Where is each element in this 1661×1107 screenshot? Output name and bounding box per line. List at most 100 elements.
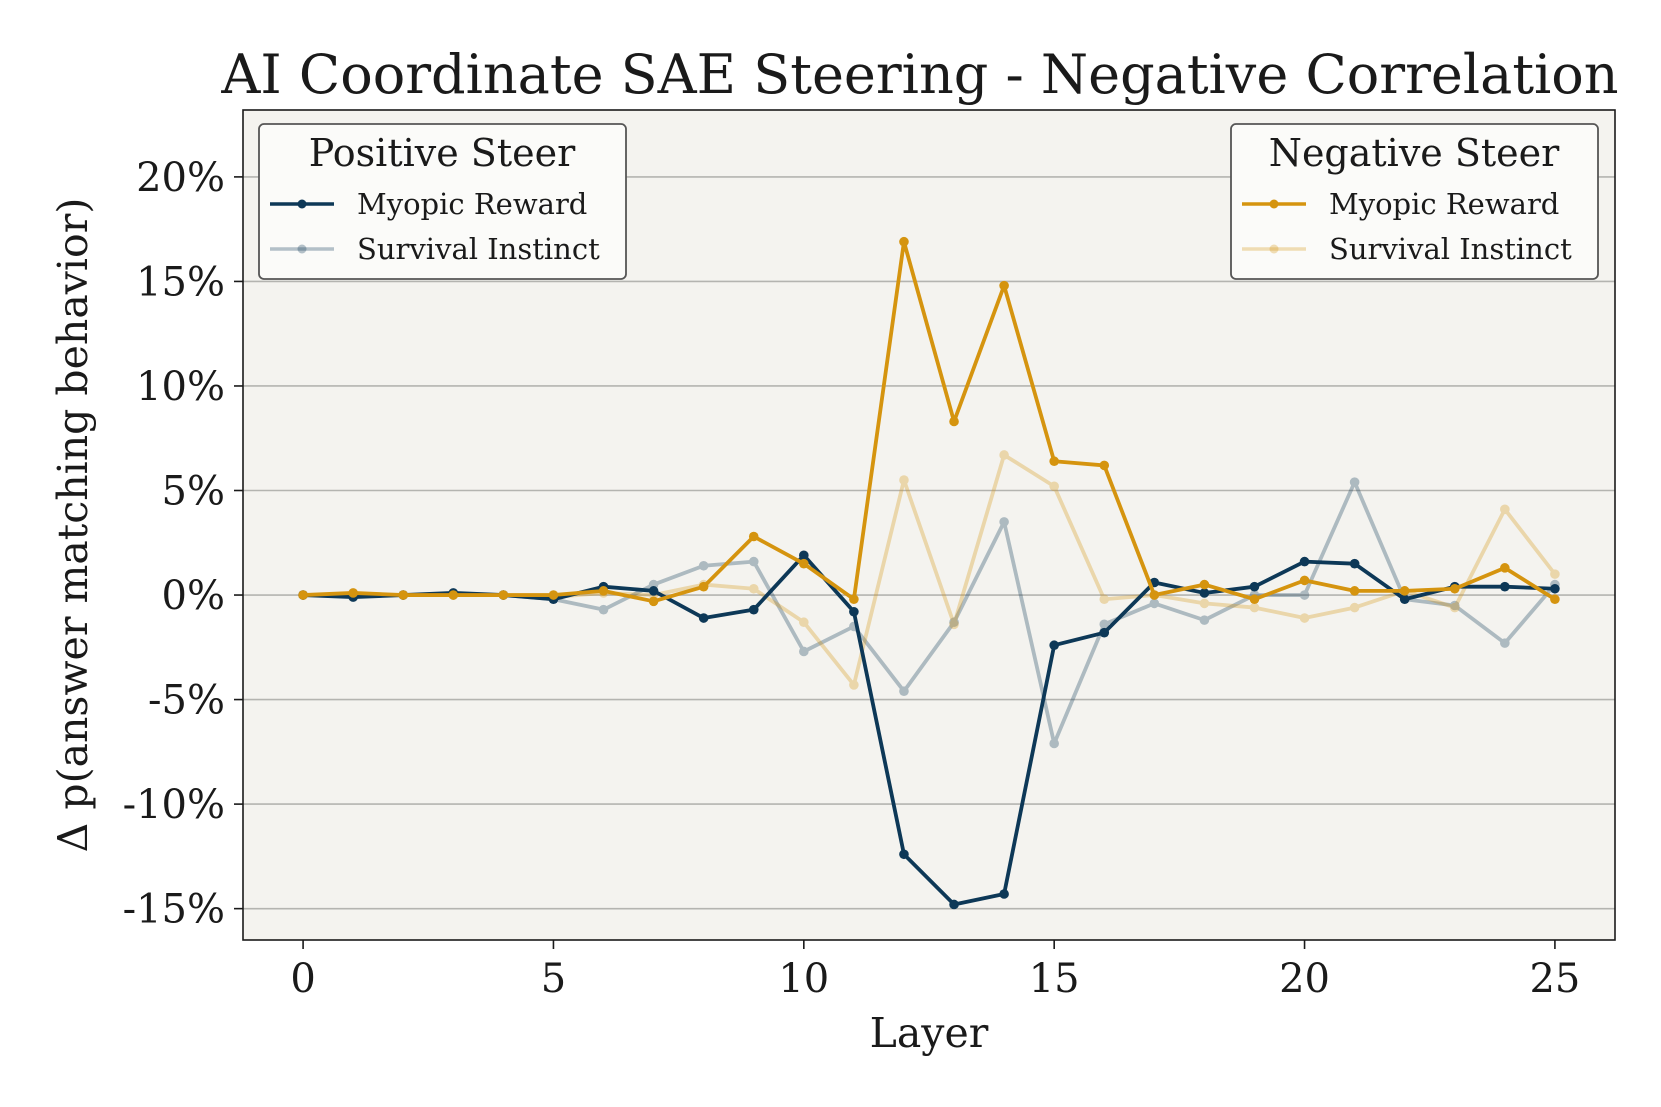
data-point bbox=[1500, 504, 1510, 515]
data-point bbox=[598, 604, 609, 615]
data-point bbox=[1299, 613, 1310, 623]
data-point bbox=[1149, 598, 1160, 609]
legend-title: Negative Steer bbox=[1269, 131, 1560, 175]
data-point bbox=[1249, 594, 1260, 605]
data-point bbox=[1249, 602, 1260, 613]
legend-negative-steer: Negative Steer Myopic Reward Survival In… bbox=[1230, 123, 1599, 280]
x-tick-label: 10 bbox=[778, 956, 829, 1002]
data-point bbox=[348, 588, 358, 598]
data-point bbox=[1349, 558, 1360, 569]
data-point bbox=[1049, 456, 1059, 467]
x-tick-label: 15 bbox=[1029, 956, 1080, 1002]
data-point bbox=[1099, 460, 1110, 471]
x-tick-label: 20 bbox=[1279, 956, 1330, 1002]
data-point bbox=[999, 450, 1009, 460]
legend-swatch-marker bbox=[297, 244, 307, 254]
data-point bbox=[949, 899, 959, 910]
data-point bbox=[1049, 481, 1059, 492]
legend-label: Myopic Reward bbox=[1329, 187, 1559, 221]
data-point bbox=[849, 606, 859, 617]
data-point bbox=[849, 594, 859, 605]
data-point bbox=[999, 280, 1009, 291]
plot-frame bbox=[242, 109, 1616, 941]
legend-positive-steer: Positive Steer Myopic Reward Survival In… bbox=[258, 123, 627, 280]
y-tick-label: 0% bbox=[162, 573, 225, 619]
data-point bbox=[899, 475, 909, 485]
legend-label: Myopic Reward bbox=[357, 187, 587, 221]
x-tick-label: 5 bbox=[541, 956, 566, 1002]
data-point bbox=[748, 556, 759, 567]
data-point bbox=[799, 550, 809, 561]
data-point bbox=[949, 619, 959, 630]
x-axis: 0 5 10 15 20 25 bbox=[290, 940, 1580, 1002]
data-point bbox=[899, 686, 909, 697]
data-point bbox=[1199, 598, 1210, 609]
data-point bbox=[899, 849, 909, 860]
data-point bbox=[799, 646, 809, 657]
data-point bbox=[1249, 581, 1260, 592]
data-point bbox=[1099, 627, 1110, 638]
y-tick-label: 10% bbox=[136, 364, 225, 410]
data-point bbox=[1399, 594, 1410, 605]
data-point bbox=[648, 586, 659, 596]
data-point bbox=[1349, 477, 1360, 487]
data-point bbox=[1550, 594, 1560, 605]
series-negative-steer-myopic-reward bbox=[298, 236, 1560, 607]
data-point bbox=[298, 590, 308, 600]
data-point bbox=[949, 416, 959, 427]
data-point bbox=[748, 604, 759, 615]
data-point bbox=[1449, 600, 1460, 611]
data-point bbox=[1049, 640, 1059, 651]
data-point bbox=[1349, 586, 1360, 596]
data-point bbox=[1500, 563, 1510, 573]
data-point bbox=[1399, 586, 1410, 596]
data-point bbox=[448, 590, 459, 600]
data-point bbox=[548, 590, 559, 600]
data-point bbox=[1500, 638, 1510, 648]
data-point bbox=[398, 590, 409, 600]
y-tick-label: -15% bbox=[123, 887, 225, 933]
data-point bbox=[999, 517, 1009, 527]
data-point bbox=[849, 680, 859, 690]
data-point bbox=[1199, 588, 1210, 598]
series-lines bbox=[298, 236, 1560, 910]
data-point bbox=[1500, 581, 1510, 592]
legend-box bbox=[258, 123, 627, 280]
data-point bbox=[1449, 583, 1460, 594]
chart-title: AI Coordinate SAE Steering - Negative Co… bbox=[220, 43, 1618, 106]
data-point bbox=[1299, 556, 1310, 567]
data-point bbox=[1299, 590, 1310, 600]
data-point bbox=[1550, 569, 1560, 579]
data-point bbox=[1199, 615, 1210, 625]
y-axis: 20% 15% 10% 5% 0% -5% -10% -15% bbox=[123, 155, 243, 933]
data-point bbox=[498, 590, 509, 600]
data-point bbox=[999, 889, 1009, 899]
data-point bbox=[1199, 579, 1210, 590]
y-tick-label: -10% bbox=[123, 782, 225, 828]
legend-label: Survival Instinct bbox=[357, 232, 600, 266]
x-tick-label: 25 bbox=[1529, 956, 1580, 1002]
data-point bbox=[598, 586, 609, 596]
data-point bbox=[799, 558, 809, 569]
data-point bbox=[899, 236, 909, 247]
data-point bbox=[748, 531, 759, 542]
y-tick-label: 15% bbox=[136, 259, 225, 305]
data-point bbox=[799, 617, 809, 628]
data-point bbox=[1099, 594, 1110, 605]
y-tick-label: 5% bbox=[162, 469, 225, 515]
y-tick-label: -5% bbox=[148, 678, 225, 724]
legend-swatch-marker bbox=[297, 199, 307, 209]
y-tick-label: 20% bbox=[136, 155, 225, 201]
legend-swatch-marker bbox=[1269, 244, 1279, 254]
data-point bbox=[1349, 602, 1360, 613]
x-axis-label: Layer bbox=[870, 1009, 989, 1057]
legend-swatch-marker bbox=[1269, 199, 1279, 209]
legend-label: Survival Instinct bbox=[1329, 232, 1572, 266]
data-point bbox=[748, 583, 759, 594]
data-point bbox=[698, 581, 709, 592]
data-point bbox=[648, 596, 659, 607]
data-point bbox=[949, 617, 959, 628]
data-point bbox=[698, 560, 709, 571]
series-line bbox=[301, 239, 1557, 604]
